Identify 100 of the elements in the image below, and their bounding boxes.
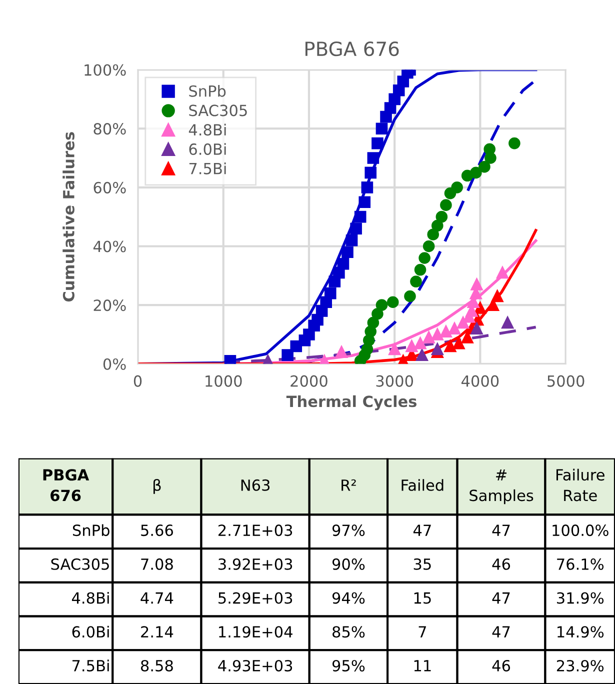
point [410, 276, 422, 288]
text: 76.1% [557, 558, 604, 570]
point [431, 220, 444, 232]
legend-label: 6.0Bi [189, 143, 226, 155]
text: 95% [332, 660, 365, 672]
point [346, 234, 358, 246]
text: 4.93E+03 [218, 660, 292, 672]
text: 5.66 [141, 524, 173, 536]
category-label: # Samples [470, 469, 534, 504]
point [414, 337, 426, 350]
point [457, 316, 469, 329]
point [342, 246, 354, 258]
text: 8.58 [140, 660, 173, 672]
text: 97% [332, 524, 365, 536]
point [422, 240, 435, 252]
point [367, 316, 380, 329]
point [436, 210, 448, 223]
text: 11 [414, 660, 431, 672]
point [470, 322, 483, 334]
point [367, 152, 380, 164]
point [427, 228, 440, 240]
y-tick-label: 0% [103, 358, 126, 370]
point [386, 296, 399, 308]
point [372, 308, 384, 320]
point [418, 252, 430, 264]
point [452, 337, 465, 350]
text: 3.92E+03 [218, 558, 292, 570]
category-label: Failure Rate [556, 468, 604, 502]
point [444, 340, 456, 352]
text: 100.0% [552, 524, 608, 536]
point [491, 290, 504, 302]
y-tick-label: 20% [94, 300, 126, 312]
point [487, 299, 499, 311]
y-tick-label: 100% [84, 64, 126, 76]
text: 7.08 [141, 558, 173, 570]
point [440, 326, 452, 338]
category-label: β [154, 479, 161, 494]
point [358, 196, 371, 208]
point [431, 343, 444, 356]
x-axis-title: Thermal Cycles [286, 395, 417, 410]
line-series [138, 228, 538, 364]
category-label: R² [342, 479, 356, 491]
point [282, 349, 294, 361]
point [350, 222, 362, 234]
text: 47 [413, 524, 431, 536]
point [502, 316, 514, 329]
legend-label: SnPb [189, 85, 226, 97]
text: 47 [492, 626, 510, 638]
point [224, 355, 236, 364]
text: 47 [492, 524, 510, 536]
text: 15 [414, 592, 431, 604]
text: SnPb [72, 524, 110, 536]
point [414, 264, 426, 276]
point [422, 332, 435, 344]
y-tick-label: 40% [93, 240, 126, 252]
point [461, 332, 474, 344]
text: 6.0Bi [72, 626, 109, 638]
text: 7.5Bi [72, 660, 109, 672]
point [451, 182, 463, 194]
text: 94% [332, 592, 365, 604]
point [484, 143, 496, 156]
point [364, 166, 377, 179]
y-tick-label: 80% [94, 123, 126, 135]
text: 4.8Bi [72, 592, 109, 604]
text: 90% [332, 558, 365, 570]
point [474, 302, 486, 314]
point [324, 287, 336, 300]
text: 1.19E+04 [219, 626, 292, 638]
text: 23.9% [556, 660, 604, 672]
text: 35 [414, 558, 431, 570]
point [470, 278, 483, 290]
legend-label: SAC305 [189, 104, 247, 116]
text: 5.29E+03 [218, 592, 292, 604]
text: 2.71E+03 [218, 524, 292, 536]
x-tick-label: 3000 [376, 375, 414, 387]
text: SAC305 [51, 558, 109, 570]
point [448, 322, 460, 334]
point [406, 340, 418, 352]
text: 85% [332, 626, 365, 638]
point [404, 290, 416, 302]
y-tick-label: 60% [94, 182, 126, 194]
text: 31.9% [557, 592, 604, 604]
point [361, 182, 374, 194]
point [376, 122, 388, 134]
x-tick-label: 4000 [462, 375, 499, 387]
point [478, 160, 490, 173]
point [372, 137, 384, 150]
category-label: PBGA 676 [43, 469, 90, 502]
point [364, 326, 377, 338]
point [388, 343, 400, 356]
text: 47 [492, 592, 510, 604]
point [508, 137, 520, 150]
x-tick-label: 2000 [290, 375, 328, 387]
text: 14.9% [558, 626, 604, 638]
legend-label: 7.5Bi [189, 162, 226, 174]
point [354, 210, 366, 223]
point [336, 346, 348, 358]
category-label: Failed [402, 479, 444, 491]
point [496, 266, 508, 279]
y-axis-title: Cumulative Failures [62, 132, 74, 302]
